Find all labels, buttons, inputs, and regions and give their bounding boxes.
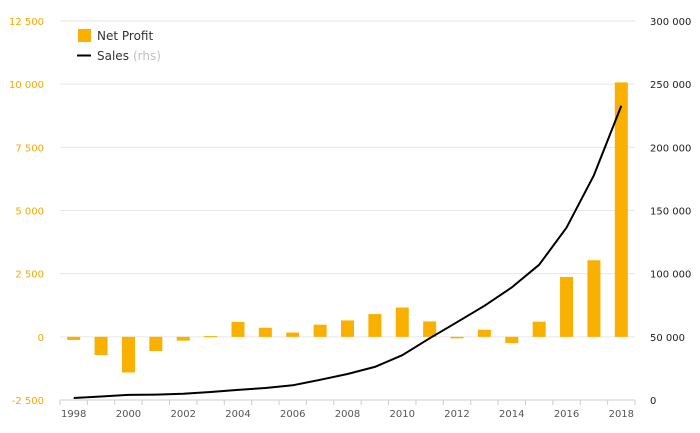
net-profit-bar-2007[interactable] — [313, 324, 327, 337]
right-tick-label: 150 000 — [650, 207, 691, 218]
x-tick-label: 2010 — [390, 409, 415, 420]
legend: Net Profit Sales (rhs) — [77, 29, 161, 63]
net-profit-bar-2010[interactable] — [395, 307, 409, 337]
x-tick-label: 2004 — [225, 409, 250, 420]
net-profit-bar-2001[interactable] — [149, 336, 163, 351]
net-profit-bar-2005[interactable] — [258, 327, 272, 337]
left-tick-label: 10 000 — [9, 80, 44, 91]
net-profit-bar-2013[interactable] — [477, 329, 491, 337]
left-tick-label: 7 500 — [15, 143, 44, 154]
net-profit-bar-2015[interactable] — [532, 321, 546, 337]
x-tick-label: 2014 — [499, 409, 524, 420]
left-tick-label: 12 500 — [9, 17, 44, 28]
net-profit-bar-2012[interactable] — [450, 336, 464, 339]
x-tick-label: 2008 — [335, 409, 360, 420]
x-tick-label: 2002 — [170, 409, 195, 420]
right-tick-label: 100 000 — [650, 270, 691, 281]
net-profit-bar-2014[interactable] — [505, 336, 519, 344]
sales-line — [73, 105, 623, 399]
left-tick-label: 5 000 — [15, 207, 44, 218]
x-tick-label: 2006 — [280, 409, 305, 420]
right-tick-label: 50 000 — [650, 333, 685, 344]
net-profit-bar-2006[interactable] — [286, 332, 300, 337]
legend-item-sales[interactable]: Sales (rhs) — [77, 49, 161, 63]
net-profit-bar-2016[interactable] — [560, 276, 574, 337]
left-tick-label: 0 — [38, 333, 44, 344]
x-tick-label: 2012 — [444, 409, 469, 420]
legend-label-sales-suffix: (rhs) — [133, 49, 161, 63]
net-profit-bars — [67, 82, 628, 373]
right-tick-label: 300 000 — [650, 17, 691, 28]
net-profit-bar-2004[interactable] — [231, 321, 245, 337]
net-profit-bar-2011[interactable] — [423, 321, 437, 337]
net-profit-bar-2017[interactable] — [587, 260, 601, 337]
x-tick-label: 2016 — [554, 409, 579, 420]
x-axis-ticks: 1998 2000 2002 2004 2006 2008 2010 2012 2014 2016… — [59, 400, 636, 420]
net-profit-bar-2002[interactable] — [176, 336, 190, 341]
legend-label-sales: Sales (rhs) — [97, 49, 161, 63]
net-profit-bar-2009[interactable] — [368, 314, 382, 337]
legend-label-net-profit: Net Profit — [97, 29, 153, 43]
right-axis-tick-labels: 0 50 000 100 000 150 000 200 000 250 000 300 0… — [650, 17, 691, 407]
net-profit-bar-1998[interactable] — [67, 336, 81, 340]
legend-label-sales-name: Sales — [97, 49, 129, 63]
right-tick-label: 200 000 — [650, 143, 691, 154]
x-tick-label: 2000 — [116, 409, 141, 420]
net-profit-bar-1999[interactable] — [94, 336, 108, 356]
net-profit-bar-2000[interactable] — [121, 336, 135, 373]
x-tick-label: 2018 — [609, 409, 634, 420]
left-tick-label: -2 500 — [12, 396, 44, 407]
net-profit-bar-2018[interactable] — [614, 82, 628, 337]
left-tick-label: 2 500 — [15, 270, 44, 281]
right-tick-label: 0 — [650, 396, 656, 407]
legend-item-net-profit[interactable]: Net Profit — [78, 29, 153, 43]
net-profit-bar-2008[interactable] — [341, 320, 354, 337]
right-tick-label: 250 000 — [650, 80, 691, 91]
legend-swatch-net-profit — [78, 29, 91, 42]
net-profit-bar-2003[interactable] — [204, 336, 218, 338]
x-tick-label: 1998 — [61, 409, 86, 420]
left-axis-tick-labels: -2 500 0 2 500 5 000 7 500 10 000 12 500 — [9, 17, 44, 407]
